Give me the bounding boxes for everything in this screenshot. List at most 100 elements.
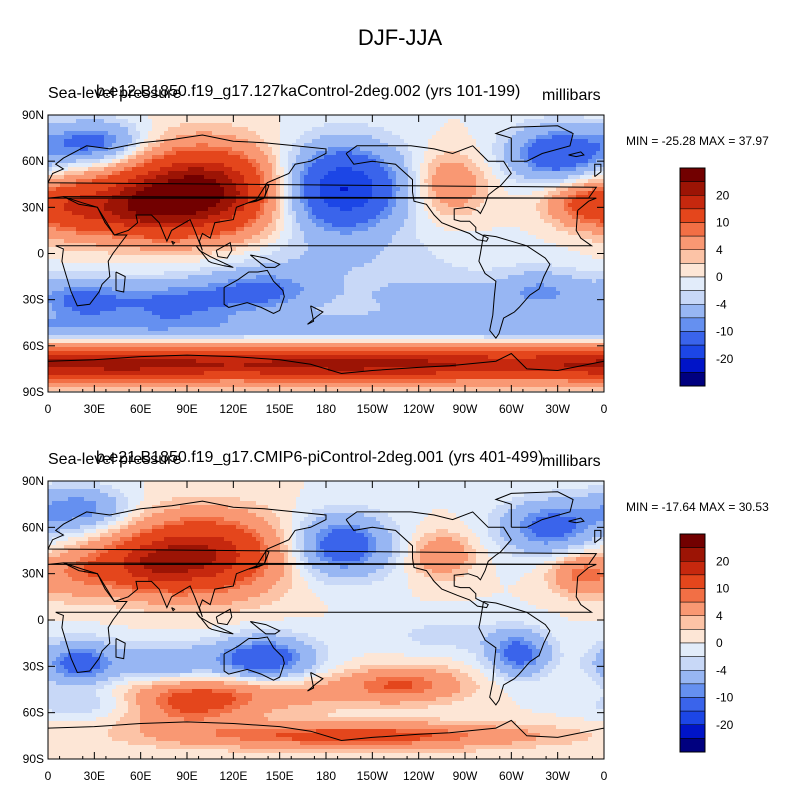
panel-variable-label: Sea-level pressure: [48, 85, 182, 102]
colorbar-label: 20: [716, 554, 730, 568]
colorbar-bin: [679, 372, 706, 387]
colorbar-bin: [679, 181, 706, 196]
x-tick-label: 0: [45, 402, 52, 416]
colorbar-frame: [679, 533, 706, 753]
x-tick-label: 0: [601, 769, 608, 783]
colorbar-bin: [679, 601, 706, 616]
y-axis: 90N 60N 30N 0 30S 60S 90S: [22, 474, 604, 766]
coastline: [48, 134, 598, 251]
x-tick-label: 150E: [266, 402, 294, 416]
y-tick-label: 60S: [23, 706, 44, 720]
y-tick-label: 60N: [22, 154, 44, 168]
colorbar-bin: [679, 195, 706, 210]
panel-units: millibars: [542, 87, 601, 104]
panel-min-max-stats: MIN = -17.64 MAX = 30.53: [626, 500, 769, 514]
coastline: [249, 254, 281, 268]
x-tick-label: 0: [601, 402, 608, 416]
colorbar-bin: [679, 547, 706, 562]
coastline: [307, 305, 324, 325]
pressure-field: [48, 115, 604, 392]
x-tick-label: 60W: [499, 769, 524, 783]
colorbar-bin: [679, 317, 706, 332]
y-tick-label: 90S: [23, 752, 44, 766]
x-tick-label: 60E: [130, 402, 151, 416]
coastline: [594, 163, 602, 177]
colorbar-label: 10: [716, 216, 730, 230]
colorbar-bin: [679, 697, 706, 712]
y-tick-label: 30S: [23, 659, 44, 673]
x-tick-label: 60E: [130, 769, 151, 783]
x-tick-label: 150W: [357, 769, 389, 783]
y-tick-label: 60S: [23, 339, 44, 353]
pressure-field: [48, 481, 604, 759]
y-tick-label: 30S: [23, 293, 44, 307]
colorbar-bin: [679, 222, 706, 237]
coastline: [248, 549, 270, 570]
panel-units: millibars: [542, 453, 601, 470]
y-axis: 90N 60N 30N 0 30S 60S 90S: [22, 108, 604, 399]
coastline: [171, 607, 176, 612]
x-tick-label: 30E: [84, 769, 105, 783]
coastline: [494, 491, 574, 528]
y-tick-label: 30N: [22, 567, 44, 581]
coastline: [249, 621, 281, 635]
panel-2: Sea-level pressure b.e21.B1850.f19_g17.C…: [22, 449, 769, 783]
panel-1: Sea-level pressure b.e12.B1850.f19_g17.1…: [22, 83, 769, 416]
coastlines: [48, 125, 604, 375]
coastline: [345, 511, 512, 609]
colorbar-bin: [679, 249, 706, 264]
colorbar: 20 10 4 0 -4 -10 -20: [679, 167, 734, 387]
colorbar-bin: [679, 629, 706, 644]
coastline: [195, 245, 234, 268]
colorbar-bin: [679, 670, 706, 685]
coastline: [478, 601, 551, 706]
x-tick-label: 90W: [453, 402, 478, 416]
x-tick-label: 150E: [266, 769, 294, 783]
coastline: [195, 611, 234, 635]
colorbar: 20 10 4 0 -4 -10 -20: [679, 533, 734, 753]
x-tick-label: 180: [316, 769, 336, 783]
x-axis: 0 30E 60E 90E 120E 150E 180 150W 120W 90W 60W 30W 0: [45, 481, 608, 783]
coastline: [494, 125, 574, 162]
panel-case-label: b.e21.B1850.f19_g17.CMIP6-piControl-2deg…: [96, 449, 543, 466]
colorbar-label: 20: [716, 188, 730, 202]
coastline: [48, 500, 598, 618]
colorbar-label: 0: [716, 636, 723, 650]
panel-variable-label: Sea-level pressure: [48, 451, 182, 468]
coastline: [223, 636, 285, 681]
colorbar-bin: [679, 344, 706, 359]
coastline: [55, 196, 597, 307]
x-tick-label: 30W: [545, 769, 570, 783]
colorbar-bin: [679, 656, 706, 671]
y-tick-label: 0: [37, 247, 44, 261]
x-tick-label: 30W: [545, 402, 570, 416]
colorbar-bin: [679, 588, 706, 603]
x-tick-label: 0: [45, 769, 52, 783]
coastline: [478, 234, 551, 339]
coastline: [215, 241, 233, 259]
x-tick-label: 150W: [357, 402, 389, 416]
colorbar-label: -10: [716, 325, 734, 339]
coastline: [171, 240, 176, 246]
y-tick-label: 30N: [22, 200, 44, 214]
x-tick-label: 30E: [84, 402, 105, 416]
y-tick-label: 90S: [23, 385, 44, 399]
panel-case-label: b.e12.B1850.f19_g17.127kaControl-2deg.00…: [96, 83, 520, 100]
colorbar-bin: [679, 331, 706, 346]
colorbar-bin: [679, 574, 706, 589]
x-tick-label: 90E: [176, 769, 197, 783]
x-tick-label: 180: [316, 402, 336, 416]
colorbar-bin: [679, 683, 706, 698]
colorbar-bin: [679, 290, 706, 305]
colorbar-bin: [679, 738, 706, 753]
x-tick-label: 90E: [176, 402, 197, 416]
colorbar-label: -4: [716, 663, 727, 677]
x-tick-label: 120E: [219, 769, 247, 783]
coastline: [115, 638, 126, 660]
coastline: [568, 151, 585, 158]
colorbar-bin: [679, 263, 706, 278]
y-tick-label: 90N: [22, 108, 44, 122]
coastlines: [48, 491, 604, 742]
coastline: [248, 183, 270, 204]
